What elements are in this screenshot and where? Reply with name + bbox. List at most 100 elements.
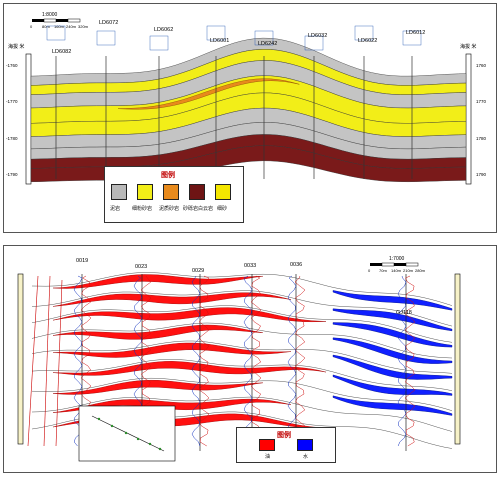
bottom-horizon-line — [31, 396, 453, 432]
water-lens — [332, 290, 453, 311]
top-scale-tick: 160m — [54, 24, 65, 29]
top-left-tick: -1790 — [6, 172, 18, 177]
top-scale-bar: 1:8000 0 80m 160m 240m 320m — [30, 12, 89, 29]
bottom-well-log — [287, 275, 297, 447]
bottom-left-depth-ruler — [17, 273, 24, 445]
fault-line — [27, 275, 39, 447]
water-lens — [332, 337, 453, 364]
top-cross-section-svg: 1:8000 0 80m 160m 240m 320m 海拔 米 海拔 米 -1… — [6, 12, 487, 185]
water-lens — [332, 354, 453, 380]
top-left-tick: -1780 — [6, 136, 18, 141]
bottom-horizon-line — [31, 322, 453, 359]
top-well-header — [149, 35, 169, 51]
top-scale-tick: 0 — [30, 24, 33, 29]
top-well-label: LD6072 — [99, 20, 118, 26]
oil-lens — [52, 379, 264, 395]
oil-swatch — [259, 439, 275, 451]
top-right-tick: 1780 — [476, 136, 487, 141]
conglomerate-dolomite-swatch — [189, 184, 205, 200]
bottom-scale-tick: 280m — [415, 268, 426, 273]
top-well-label: LD6001 — [210, 38, 229, 44]
bottom-right-depth-ruler — [454, 273, 461, 445]
oil-lens — [52, 292, 292, 307]
legend-label-mudstone: 泥岩 — [110, 206, 121, 212]
bottom-well-log — [191, 275, 201, 447]
bottom-well-log — [198, 275, 210, 447]
bottom-well-log — [73, 275, 83, 447]
bottom-scale-tick: 0 — [368, 268, 371, 273]
oil-lens — [52, 324, 264, 340]
bottom-scale-bar: 1:7000 0 70m 140m 210m 280m — [368, 256, 426, 273]
bottom-legend-title: 图例 — [277, 432, 291, 439]
bottom-cross-section-panel: 1:7000 0 70m 140m 210m 280m 0019 0023 00… — [3, 245, 497, 473]
top-right-axis-title: 海拔 米 — [460, 43, 476, 50]
bottom-scale-tick: 210m — [403, 268, 414, 273]
water-lens — [332, 308, 453, 332]
bottom-horizon-line — [31, 377, 453, 411]
bottom-well-log — [294, 275, 306, 447]
bottom-legend: 图例 油 水 — [236, 427, 336, 463]
bottom-scale-tick: 70m — [379, 268, 387, 273]
top-well-header — [354, 25, 374, 41]
top-well-columns — [46, 25, 422, 179]
bottom-location-inset — [78, 405, 176, 462]
top-right-ticks: 1760 1770 1780 1790 — [476, 63, 487, 177]
oil-lens — [52, 361, 327, 376]
water-lens — [332, 395, 453, 416]
bottom-horizon-line — [31, 272, 453, 306]
top-well-labels: LD6082 LD6072 LD6062 LD6001 LD6242 LD603… — [52, 20, 425, 55]
bottom-cross-section-svg: 1:7000 0 70m 140m 210m 280m 0019 0023 00… — [17, 256, 461, 462]
water-swatch — [297, 439, 313, 451]
bottom-horizon-line — [31, 359, 453, 391]
muddy-sandstone-lens — [117, 78, 300, 110]
bottom-well-log — [243, 275, 253, 447]
top-right-tick: 1770 — [476, 99, 487, 104]
siltstone-swatch — [137, 184, 153, 200]
bottom-well-log — [397, 275, 407, 447]
legend-label-fine-sand: 细砂 — [217, 206, 228, 212]
bottom-well-label: 0033 — [244, 263, 256, 269]
fault-line — [43, 275, 51, 447]
top-legend-title: 图例 — [161, 172, 175, 179]
mudstone-swatch — [111, 184, 127, 200]
bottom-well-labels: 0019 0023 0029 0033 0036 GJ118 — [76, 258, 412, 316]
top-well-header — [304, 35, 324, 51]
oil-lens — [52, 307, 327, 323]
top-left-ticks: -1760 -1770 -1780 -1790 — [6, 63, 18, 177]
muddy-sandstone-swatch — [163, 184, 179, 200]
water-lens — [332, 374, 453, 396]
oil-lens — [52, 342, 292, 358]
top-well-label: LD6032 — [308, 33, 327, 39]
fine-sand-swatch — [215, 184, 231, 200]
top-strata-layers — [30, 37, 467, 183]
bottom-horizon-line — [31, 340, 453, 374]
bottom-well-label: 0023 — [135, 264, 147, 270]
top-right-tick: 1790 — [476, 172, 487, 177]
top-well-header — [206, 25, 226, 41]
legend-label-conglomerate-dolomite: 砂砾岩白云岩 — [183, 206, 214, 212]
top-well-label: LD6062 — [154, 27, 173, 33]
bottom-well-label: 0036 — [290, 262, 302, 268]
top-left-tick: -1770 — [6, 99, 18, 104]
top-left-tick: -1760 — [6, 63, 18, 68]
top-left-axis-title: 海拔 米 — [8, 43, 24, 50]
top-scale-tick: 80m — [42, 24, 50, 29]
bottom-scale-label: 1:7000 — [389, 256, 405, 262]
legend-label-oil: 油 — [265, 454, 271, 460]
bottom-horizon-line — [31, 305, 453, 343]
bottom-well-label: GJ118 — [396, 310, 412, 316]
top-cross-section-panel: 1:8000 0 80m 160m 240m 320m 海拔 米 海拔 米 -1… — [3, 3, 497, 233]
top-right-depth-ruler — [465, 53, 472, 185]
bottom-scale-tick: 140m — [391, 268, 402, 273]
legend-label-water: 水 — [303, 454, 309, 460]
top-well-header — [96, 30, 116, 46]
top-well-label: LD6012 — [406, 30, 425, 36]
top-well-label: LD6082 — [52, 49, 71, 55]
bottom-strata-layers — [27, 272, 453, 449]
bottom-well-log — [404, 275, 416, 447]
fault-line — [55, 279, 63, 447]
top-scale-tick: 320m — [78, 24, 89, 29]
bottom-well-label: 0019 — [76, 258, 88, 264]
top-scale-tick: 240m — [66, 24, 77, 29]
bottom-horizon-line — [31, 290, 453, 327]
